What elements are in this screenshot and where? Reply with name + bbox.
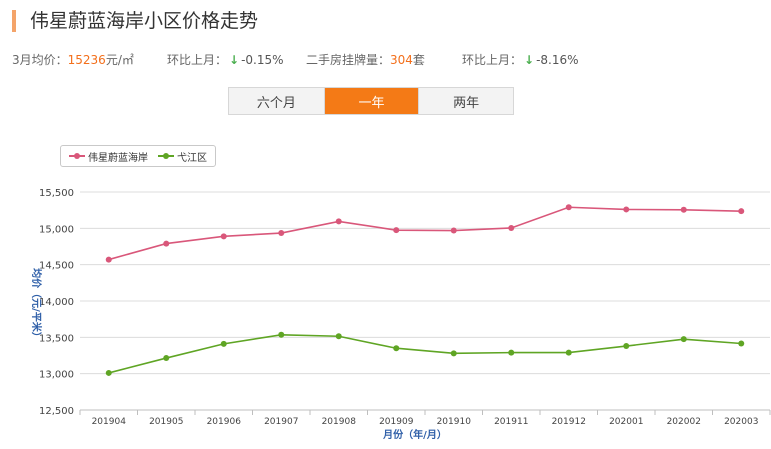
- series-line-1: [108, 206, 742, 261]
- tab-two-years[interactable]: 两年: [418, 88, 513, 114]
- series-1-point: [105, 256, 112, 263]
- x-tick-label: 201908: [322, 417, 357, 427]
- series-1-point: [393, 227, 400, 234]
- x-tick-label: 201909: [379, 417, 414, 427]
- legend-item-community[interactable]: 伟星蔚蓝海岸: [69, 149, 148, 164]
- listings-label: 二手房挂牌量：: [306, 53, 391, 67]
- y-tick-label: 13,500: [39, 333, 74, 344]
- series-1-point: [220, 233, 227, 240]
- avg-price-value: 15236: [67, 53, 106, 67]
- x-tick-label: 201907: [264, 417, 298, 427]
- mom-price-label: 环比上月：: [167, 53, 228, 67]
- series-1-point: [565, 204, 572, 211]
- listings-value: 304: [390, 53, 413, 67]
- down-arrow-icon: ↓: [229, 53, 240, 67]
- series-2-point: [220, 340, 227, 347]
- series-2-point: [623, 343, 630, 350]
- x-tick-label: 201910: [437, 417, 472, 427]
- x-tick-label: 201911: [494, 417, 528, 427]
- legend-item-district[interactable]: 弋江区: [158, 149, 207, 164]
- avg-price-label: 3月均价：: [12, 53, 68, 67]
- avg-price-stat: 3月均价：15236元/㎡: [12, 51, 134, 68]
- series-2-point: [393, 345, 400, 352]
- legend-label-district: 弋江区: [177, 152, 207, 164]
- listings-stat: 二手房挂牌量：304套: [306, 51, 425, 68]
- series-1-point: [278, 230, 285, 237]
- legend-marker-icon: [158, 153, 174, 159]
- tab-one-year[interactable]: 一年: [323, 88, 419, 114]
- y-tick-label: 13,000: [39, 370, 74, 381]
- series-line-2: [108, 333, 742, 374]
- series-2-point: [565, 349, 572, 356]
- x-axis-title: 月份（年/月）: [382, 428, 447, 441]
- series-1-point: [623, 206, 630, 213]
- y-tick-label: 15,500: [39, 188, 74, 199]
- page-title: 伟星蔚蓝海岸小区价格走势: [30, 10, 259, 32]
- series-2-point: [278, 331, 285, 338]
- series-2-point: [680, 336, 687, 343]
- avg-price-unit: 元/㎡: [105, 53, 134, 67]
- series-2-point: [738, 340, 745, 347]
- series-2-point: [335, 333, 342, 340]
- series-2-point: [163, 355, 170, 362]
- series-2-point: [508, 349, 515, 356]
- series-1-point: [163, 240, 170, 247]
- y-tick-label: 14,500: [39, 261, 74, 272]
- y-tick-label: 15,000: [39, 224, 74, 235]
- y-axis-title: 均价（元/平米）: [30, 268, 43, 342]
- series-1-point: [335, 218, 342, 225]
- y-tick-label: 12,500: [39, 406, 74, 417]
- tab-six-months[interactable]: 六个月: [256, 95, 296, 111]
- series-1-point: [680, 206, 687, 213]
- period-tabs: 六个月 一年 两年: [228, 87, 514, 115]
- legend-marker-icon: [69, 153, 85, 159]
- mom-listings-stat: 环比上月： ↓ -8.16%: [462, 51, 579, 68]
- series-2-point: [450, 350, 457, 357]
- x-tick-label: 201912: [552, 417, 586, 427]
- legend-label-community: 伟星蔚蓝海岸: [88, 152, 148, 164]
- mom-price-value: -0.15%: [241, 53, 284, 67]
- down-arrow-icon: ↓: [524, 53, 535, 67]
- x-tick-label: 201906: [207, 417, 242, 427]
- chart-legend: 伟星蔚蓝海岸 弋江区: [60, 145, 216, 167]
- x-tick-label: 202001: [609, 417, 643, 427]
- listings-unit: 套: [412, 53, 425, 67]
- series-1-point: [508, 224, 515, 231]
- series-2-point: [105, 369, 112, 376]
- x-tick-label: 202002: [667, 417, 701, 427]
- page-title-bar: 伟星蔚蓝海岸小区价格走势: [12, 10, 258, 32]
- x-tick-label: 201905: [149, 417, 183, 427]
- series-1-point: [450, 227, 457, 234]
- y-tick-label: 14,000: [39, 297, 74, 308]
- x-tick-label: 201904: [92, 417, 127, 427]
- x-tick-label: 202003: [724, 417, 758, 427]
- mom-price-stat: 环比上月： ↓ -0.15%: [167, 51, 284, 68]
- mom-listings-label: 环比上月：: [462, 53, 523, 67]
- mom-listings-value: -8.16%: [536, 53, 579, 67]
- series-1-point: [738, 208, 745, 215]
